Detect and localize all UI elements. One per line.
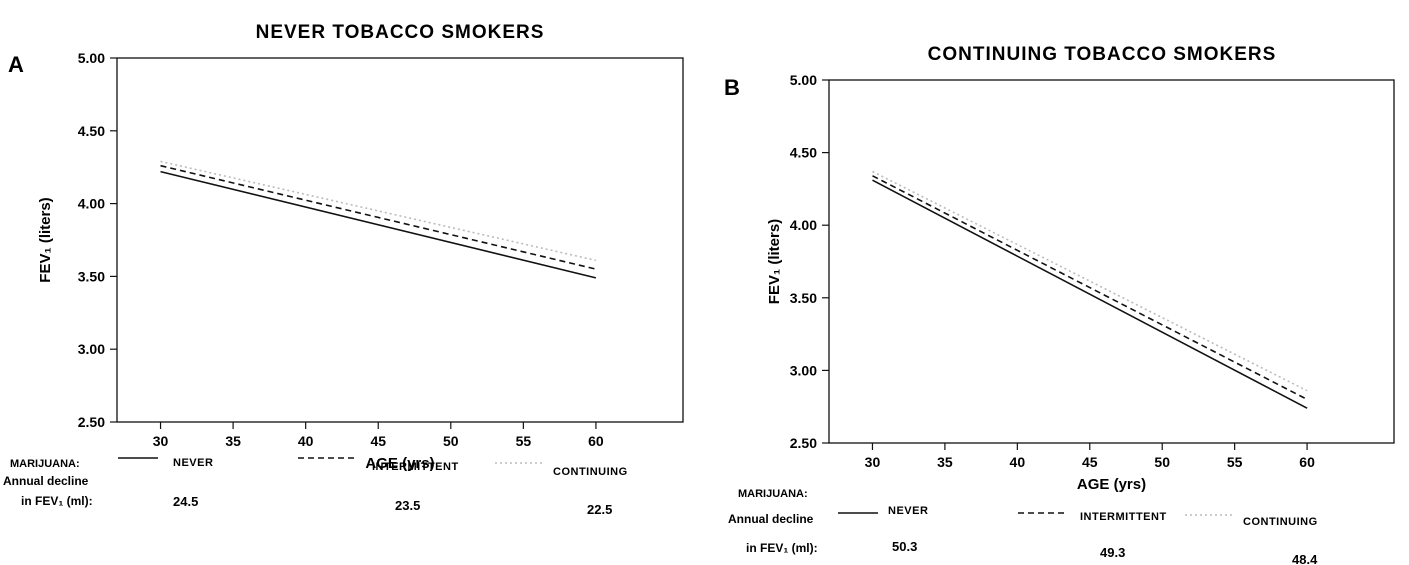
legend-heading: MARIJUANA: (738, 488, 808, 500)
y-axis-title: FEV₁ (liters) (37, 197, 54, 282)
y-tick-label: 2.50 (790, 435, 817, 451)
x-tick-label: 30 (153, 433, 169, 449)
y-tick-label: 3.50 (78, 268, 105, 284)
y-tick-label: 2.50 (78, 414, 105, 430)
legend-label: NEVER (173, 457, 213, 469)
y-tick-label: 5.00 (78, 50, 105, 66)
annual-decline-value: 22.5 (587, 502, 612, 517)
legend-label: CONTINUING (1243, 516, 1318, 528)
legend-row-label: Annual decline (728, 512, 814, 526)
y-tick-label: 4.50 (78, 123, 105, 139)
x-tick-label: 35 (225, 433, 241, 449)
legend-row-label: in FEV₁ (ml): (746, 541, 818, 555)
x-tick-label: 30 (865, 454, 881, 470)
x-tick-label: 40 (1010, 454, 1026, 470)
plot-frame (828, 79, 1395, 444)
plot-frame (116, 57, 684, 423)
y-axis-title: FEV₁ (liters) (766, 219, 783, 304)
y-tick-label: 4.00 (78, 196, 105, 212)
y-tick-label: 5.00 (790, 72, 817, 88)
series-line-continuing (160, 160, 597, 262)
chart-title: CONTINUING TOBACCO SMOKERS (928, 44, 1277, 65)
x-tick-label: 60 (588, 433, 604, 449)
x-tick-label: 40 (298, 433, 314, 449)
annual-decline-value: 24.5 (173, 494, 198, 509)
x-tick-label: 55 (516, 433, 532, 449)
legend-heading: MARIJUANA: (10, 458, 80, 470)
series-line-never (160, 170, 597, 279)
y-tick-label: 4.50 (790, 145, 817, 161)
legend-label: INTERMITTENT (1080, 511, 1167, 523)
y-tick-label: 3.00 (78, 341, 105, 357)
annual-decline-value: 23.5 (395, 498, 420, 513)
x-tick-label: 50 (1154, 454, 1170, 470)
x-axis-title: AGE (yrs) (365, 455, 434, 472)
chart-panel-b: CONTINUING TOBACCO SMOKERS B 5.00 4.50 4.00 3… (724, 44, 1395, 565)
x-tick-label: 55 (1227, 454, 1243, 470)
annual-decline-value: 49.3 (1100, 545, 1125, 560)
x-tick-label: 60 (1299, 454, 1315, 470)
legend-label: INTERMITTENT (372, 461, 459, 473)
panel-letter: B (724, 75, 740, 100)
series-line-intermittent (160, 164, 597, 270)
annual-decline-value: 48.4 (1292, 552, 1318, 565)
y-tick-label: 3.00 (790, 362, 817, 378)
y-tick-label: 3.50 (790, 290, 817, 306)
y-tick-label: 4.00 (790, 217, 817, 233)
series-line-intermittent (872, 175, 1308, 401)
x-tick-label: 50 (443, 433, 459, 449)
x-tick-label: 45 (1082, 454, 1098, 470)
series-line-continuing (872, 170, 1308, 392)
x-tick-label: 45 (370, 433, 386, 449)
legend-row-label: Annual decline (3, 474, 89, 488)
x-tick-label: 35 (937, 454, 953, 470)
chart-title: NEVER TOBACCO SMOKERS (256, 22, 545, 43)
x-axis-title: AGE (yrs) (1077, 476, 1146, 493)
annual-decline-value: 50.3 (892, 539, 917, 554)
series-line-never (872, 179, 1308, 409)
legend-row-label: in FEV₁ (ml): (21, 494, 93, 508)
legend-label: NEVER (888, 505, 928, 517)
legend-label: CONTINUING (553, 466, 628, 478)
panel-letter: A (8, 52, 24, 77)
chart-panel-a: NEVER TOBACCO SMOKERS A 5.00 4.50 4.00 3.50 3.… (3, 22, 684, 517)
